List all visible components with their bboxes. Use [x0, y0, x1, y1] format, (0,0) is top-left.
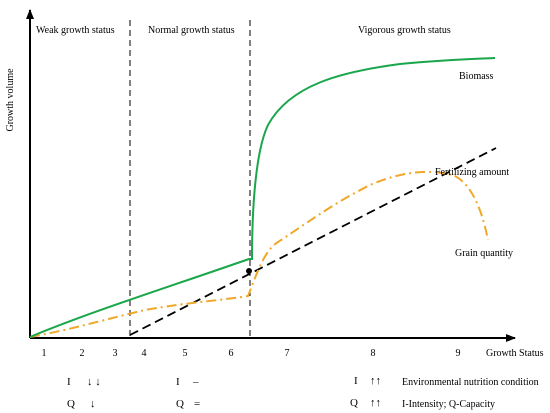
x-tick-label: 9 — [456, 348, 461, 359]
weak-intensity-symbol: ↓ ↓ — [87, 376, 101, 388]
normal-intensity-label: I — [176, 376, 180, 388]
x-tick-label: 2 — [80, 348, 85, 359]
intersection-point — [246, 268, 252, 274]
weak-intensity-label: I — [67, 376, 71, 388]
normal-capacity-symbol: = — [194, 398, 200, 410]
vigorous-intensity-label: I — [354, 375, 358, 387]
biomass-label: Biomass — [459, 71, 494, 82]
x-axis-title: Growth Status — [486, 348, 544, 359]
fertilizing-label: Fertilizing amount — [435, 167, 509, 178]
weak-capacity-symbol: ↓ — [90, 398, 96, 410]
grain-quantity-curve — [29, 170, 489, 338]
x-tick-label: 4 — [142, 348, 147, 359]
y-axis-title: Growth volume — [5, 68, 16, 132]
x-tick-label: 1 — [42, 348, 47, 359]
zone-title-normal: Normal growth status — [148, 25, 235, 36]
biomass-curve — [29, 57, 496, 338]
weak-capacity-label: Q — [67, 398, 75, 410]
zone-title-weak: Weak growth status — [36, 25, 115, 36]
x-tick-label: 8 — [371, 348, 376, 359]
normal-intensity-symbol: – — [192, 376, 199, 388]
vigorous-capacity-label: Q — [350, 397, 358, 409]
fertilizing-amount-line — [129, 147, 497, 336]
grain-label: Grain quantity — [455, 248, 513, 259]
x-tick-label: 3 — [113, 348, 118, 359]
x-tick-label: 5 — [183, 348, 188, 359]
x-tick-label: 7 — [285, 348, 290, 359]
vigorous-intensity-symbol: ↑↑ — [370, 375, 381, 387]
vigorous-capacity-symbol: ↑↑ — [370, 397, 381, 409]
environment-condition-label: Environmental nutrition condition — [402, 377, 539, 388]
intensity-capacity-definition: I-Intensity; Q-Capacity — [402, 399, 495, 410]
x-tick-label: 6 — [229, 348, 234, 359]
zone-title-vigorous: Vigorous growth status — [358, 25, 451, 36]
normal-capacity-label: Q — [176, 398, 184, 410]
